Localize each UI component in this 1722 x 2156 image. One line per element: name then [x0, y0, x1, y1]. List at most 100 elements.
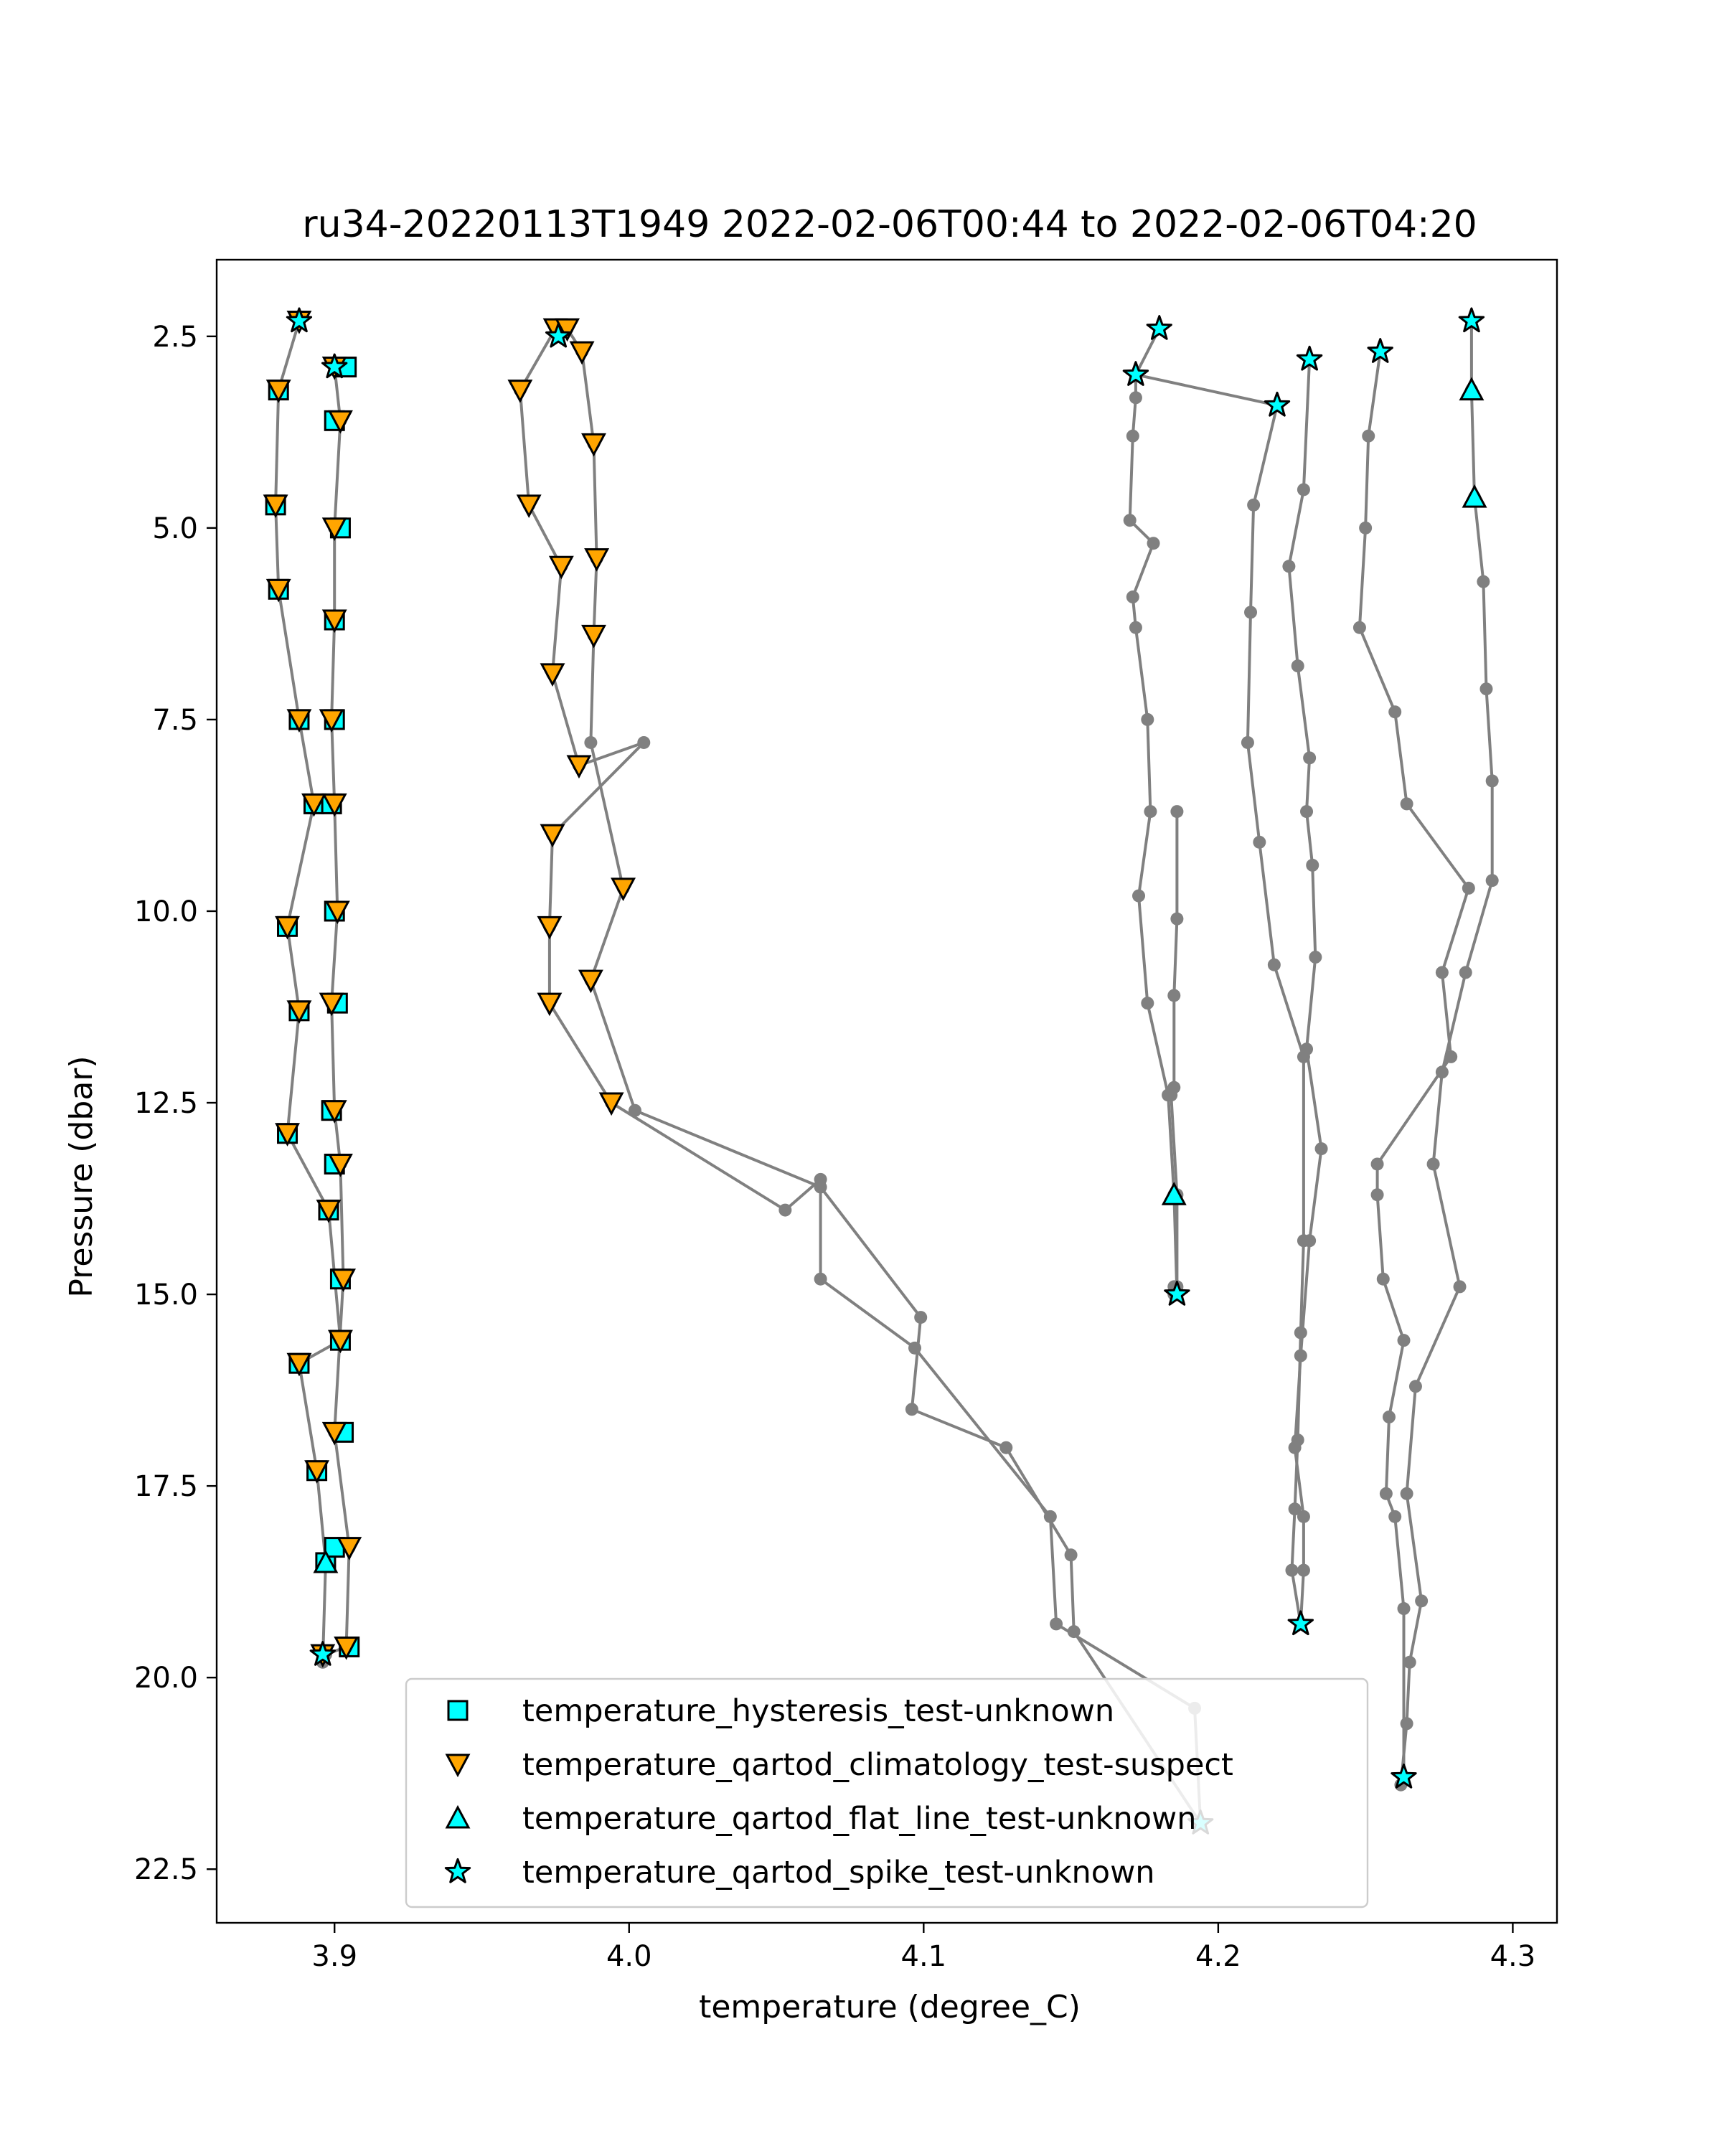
profile-point: [1165, 1088, 1178, 1102]
profile-point: [1144, 805, 1157, 819]
profile-point: [1479, 682, 1493, 696]
profile-point: [1435, 1065, 1449, 1079]
series-2-marker: [265, 578, 291, 603]
series-4-marker: [321, 353, 348, 379]
profile-point: [1309, 951, 1322, 964]
series-2-marker: [321, 517, 347, 542]
legend-marker-1: [447, 1700, 469, 1721]
profile-point: [1297, 1563, 1310, 1577]
profile-line-6: [1135, 373, 1305, 1624]
profile-point: [1064, 1548, 1078, 1562]
y-tick-label: 20.0: [134, 1662, 198, 1695]
profile-point: [1285, 1563, 1299, 1577]
series-4-marker: [1146, 315, 1172, 340]
profile-point: [1253, 835, 1266, 849]
profile-point: [1306, 858, 1319, 872]
profile-point: [1288, 1502, 1302, 1516]
profile-point: [1147, 537, 1160, 550]
series-2-marker: [319, 709, 344, 733]
profile-point: [1300, 1042, 1314, 1056]
profile-point: [1314, 1142, 1328, 1156]
series-2-marker: [581, 624, 606, 649]
series-2-marker: [598, 1092, 624, 1116]
axis-ticks: 3.9 4.0 4.1 4.2 4.3 2.5 5.0 7.5 10.0 12.5 15.0 17.5…: [134, 321, 1535, 1973]
profile-point: [1453, 1280, 1467, 1294]
profile-point: [1403, 1655, 1416, 1669]
profile-point: [1294, 1349, 1307, 1362]
series-2-marker: [286, 709, 312, 733]
y-tick-label: 5.0: [152, 512, 198, 545]
profile-point: [1352, 621, 1366, 634]
profile-point: [1300, 805, 1314, 819]
legend-label-3: temperature_qartod_flat_line_test-unknow…: [522, 1801, 1196, 1837]
profile-point: [1297, 483, 1310, 496]
series-2-marker: [263, 494, 288, 518]
profile-point: [1126, 429, 1139, 443]
profile-point: [628, 1103, 641, 1117]
series-3-marker: [1459, 377, 1485, 401]
legend-marker-4: [444, 1858, 471, 1883]
y-tick-label: 7.5: [152, 704, 198, 737]
profile-point: [1244, 606, 1258, 619]
profile-point: [1141, 712, 1154, 726]
profile-point: [1132, 889, 1146, 903]
series-2-marker: [327, 1329, 353, 1354]
series-2-marker: [555, 318, 580, 342]
profile-point: [1297, 1510, 1310, 1523]
series-2-marker: [540, 663, 565, 687]
series-4-marker: [1367, 338, 1393, 363]
profile-point: [1303, 751, 1317, 765]
x-tick-label: 4.1: [901, 1940, 947, 1973]
legend-label-2: temperature_qartod_climatology_test-susp…: [522, 1747, 1233, 1783]
profile-point: [1291, 659, 1304, 673]
profile-point: [1123, 514, 1137, 527]
legend: temperature_hysteresis_test-unknowntempe…: [405, 1677, 1369, 1908]
profile-line-8: [1287, 359, 1323, 1624]
y-tick-label: 10.0: [134, 895, 198, 928]
series-3-marker: [1462, 484, 1487, 508]
series-2-marker: [319, 992, 344, 1017]
y-tick-label: 12.5: [134, 1087, 198, 1120]
profile-point: [1126, 590, 1139, 604]
x-axis-label: temperature (degree_C): [699, 1989, 1081, 2025]
profile-point: [1362, 429, 1375, 443]
series-2-marker: [265, 380, 291, 403]
series-2-marker: [327, 410, 353, 434]
profile-point: [1462, 881, 1475, 895]
legend-label-1: temperature_hysteresis_test-unknown: [522, 1693, 1114, 1729]
series-2-marker: [537, 992, 563, 1017]
legend-label-4: temperature_qartod_spike_test-unknown: [522, 1855, 1155, 1891]
series-2-marker: [304, 1460, 330, 1484]
chart-title: ru34-20220113T1949 2022-02-06T00:44 to 2…: [302, 203, 1477, 246]
x-tick-label: 4.2: [1195, 1940, 1241, 1973]
profile-point: [1288, 1441, 1302, 1454]
profile-point: [1359, 521, 1373, 535]
profile-point: [1400, 1717, 1413, 1731]
profile-point: [1129, 391, 1142, 405]
profile-point: [999, 1441, 1013, 1454]
profile-point: [814, 1180, 827, 1194]
series-2-marker: [548, 555, 574, 580]
series-4-marker: [1287, 1610, 1314, 1636]
series-4-marker: [286, 307, 313, 333]
profile-point: [1477, 575, 1490, 588]
legend-box: [405, 1677, 1369, 1908]
series-4-marker: [309, 1641, 336, 1666]
profile-point: [1485, 774, 1499, 788]
series-2-marker: [286, 1352, 312, 1377]
series-3-marker: [313, 1549, 339, 1573]
profile-point: [1170, 912, 1184, 926]
profile-point: [1303, 1234, 1317, 1248]
series-4-marker: [1122, 361, 1149, 386]
legend-marker-2: [445, 1753, 471, 1778]
profile-point: [1282, 560, 1296, 573]
profile-line-4: [565, 328, 1202, 1825]
series-4-marker: [1296, 345, 1323, 371]
series-2-marker: [566, 755, 592, 779]
series-2-marker: [578, 969, 603, 994]
profile-point: [1388, 1510, 1402, 1523]
profile-point: [1408, 1380, 1422, 1393]
series-2-marker: [321, 1421, 347, 1446]
